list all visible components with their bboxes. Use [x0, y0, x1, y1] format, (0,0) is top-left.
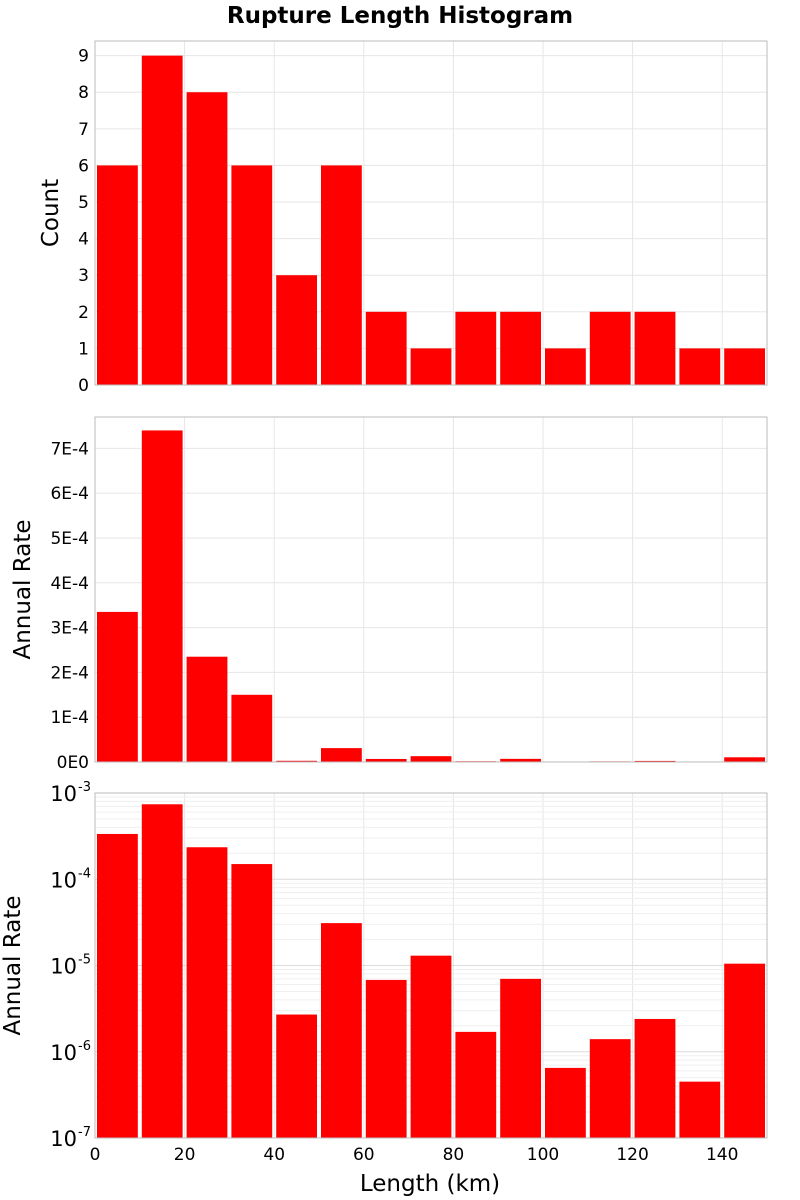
histogram-bar — [679, 348, 721, 385]
histogram-bar — [500, 978, 541, 1138]
x-tick-label: 40 — [263, 1145, 285, 1165]
histogram-bar — [231, 165, 273, 385]
x-tick-label: 80 — [443, 1145, 465, 1165]
histogram-bar — [410, 955, 452, 1138]
histogram-bar — [186, 92, 228, 385]
x-tick-label: 0 — [90, 1145, 101, 1165]
y-tick-label: 3E-4 — [50, 619, 89, 639]
histogram-bar — [186, 847, 228, 1138]
histogram-bar — [97, 833, 138, 1138]
panel-1: 0 1 2 3 4 5 6 7 8 9 Count — [38, 40, 768, 396]
y-tick-label: 9 — [78, 47, 89, 67]
histogram-bar — [724, 348, 765, 385]
y-tick-base: 10 — [50, 868, 77, 892]
y-tick-exponent: -6 — [78, 1039, 91, 1054]
histogram-bar — [634, 760, 676, 762]
chart-title: Rupture Length Histogram — [227, 3, 573, 29]
histogram-bar — [455, 311, 497, 385]
y-tick-exponent: -4 — [78, 866, 91, 881]
y-tick-label: 10 — [50, 868, 77, 892]
histogram-bar — [231, 864, 273, 1138]
y-tick-label: 7 — [78, 120, 89, 140]
y-tick-label: 1 — [78, 339, 89, 359]
histogram-bar — [500, 758, 541, 762]
y-tick-base: 10 — [50, 782, 77, 806]
y-axis-label: Annual Rate — [0, 896, 26, 1036]
y-tick-base: 10 — [50, 1041, 77, 1065]
y-tick-label: 10 — [50, 1041, 77, 1065]
y-tick-label: 0 — [78, 376, 89, 396]
histogram-bar — [455, 1031, 497, 1138]
y-tick-base: 10 — [50, 1127, 77, 1151]
histogram-bar — [589, 1039, 631, 1138]
histogram-bar — [634, 1018, 676, 1138]
histogram-bar — [679, 1081, 721, 1138]
histogram-bar — [365, 758, 407, 762]
histogram-bar — [410, 756, 452, 762]
y-tick-label: 5 — [78, 193, 89, 213]
histogram-bar — [321, 165, 362, 385]
histogram-bar — [365, 979, 407, 1138]
x-tick-label: 20 — [174, 1145, 196, 1165]
histogram-bar — [545, 348, 586, 385]
y-tick-label: 0E0 — [57, 753, 89, 773]
y-tick-label: 2 — [78, 303, 89, 323]
histogram-bar — [141, 804, 183, 1138]
histogram-bar — [634, 311, 676, 385]
histogram-bar — [321, 923, 362, 1138]
y-tick-label: 10 — [50, 782, 77, 806]
histogram-bar — [141, 55, 183, 385]
histogram-bar — [545, 1067, 586, 1138]
histogram-bar — [365, 311, 407, 385]
histogram-bar — [276, 1014, 317, 1138]
y-tick-label: 2E-4 — [50, 663, 89, 683]
y-tick-label: 5E-4 — [50, 529, 89, 549]
plot-frame — [94, 416, 768, 763]
x-tick-label: 100 — [527, 1145, 559, 1165]
histogram-bar — [724, 757, 765, 762]
histogram-bar — [231, 694, 273, 762]
y-tick-label: 6E-4 — [50, 484, 89, 504]
histogram-bar — [276, 275, 317, 385]
y-tick-label: 10 — [50, 955, 77, 979]
histogram-bar — [186, 656, 228, 762]
y-tick-exponent: -3 — [78, 780, 91, 795]
y-tick-label: 4E-4 — [50, 574, 89, 594]
y-tick-label: 1E-4 — [50, 708, 89, 728]
y-tick-exponent: -7 — [78, 1125, 91, 1140]
y-tick-base: 10 — [50, 955, 77, 979]
y-tick-label: 4 — [78, 230, 89, 250]
y-axis-label: Count — [38, 179, 64, 247]
y-axis-label: Annual Rate — [10, 520, 36, 660]
panel-2: 0E0 1E-4 2E-4 3E-4 4E-4 5E-4 6E-4 7E-4 Annual Ra… — [10, 416, 768, 773]
plot-frame — [94, 40, 768, 386]
histogram-bar — [589, 311, 631, 385]
histogram-bar — [321, 748, 362, 762]
y-tick-label: 7E-4 — [50, 439, 89, 459]
y-tick-label: 6 — [78, 156, 89, 176]
y-tick-label: 10 — [50, 1127, 77, 1151]
y-tick-label: 8 — [78, 83, 89, 103]
x-tick-label: 60 — [353, 1145, 375, 1165]
y-tick-exponent: -5 — [78, 953, 91, 968]
x-axis-label: Length (km) — [360, 1171, 500, 1197]
histogram-bar — [724, 963, 765, 1138]
y-tick-label: 3 — [78, 266, 89, 286]
plot-frame — [94, 792, 768, 1139]
histogram-bar — [410, 348, 452, 385]
x-tick-label: 120 — [616, 1145, 648, 1165]
histogram-bar — [500, 311, 541, 385]
histogram-bar — [97, 165, 138, 385]
x-tick-label: 140 — [706, 1145, 738, 1165]
histogram-bar — [97, 611, 138, 762]
histogram-bar — [276, 760, 317, 762]
histogram-bar — [141, 430, 183, 762]
